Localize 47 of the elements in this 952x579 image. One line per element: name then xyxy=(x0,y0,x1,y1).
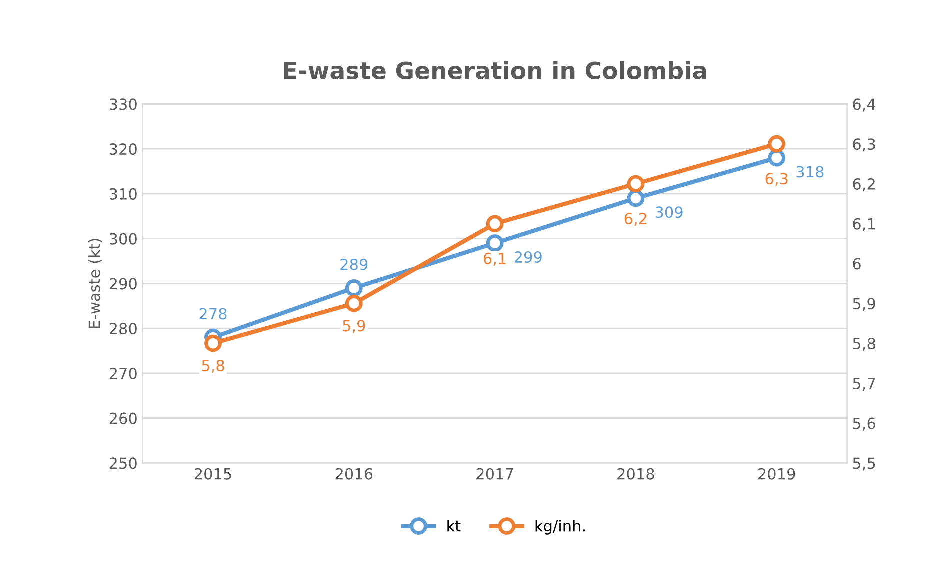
y2-tick-label: 5,7 xyxy=(853,378,876,392)
point xyxy=(627,175,645,193)
point xyxy=(486,215,504,233)
y2-tick-label: 6,3 xyxy=(853,138,876,152)
data-label: 299 xyxy=(514,251,542,264)
y2-tick-label: 5,9 xyxy=(853,298,876,312)
data-label: 5,9 xyxy=(343,320,366,334)
legend-label: kg/inh. xyxy=(536,520,585,535)
x-tick-label: 2015 xyxy=(194,468,232,480)
point xyxy=(768,135,786,153)
y-tick-label: 260 xyxy=(110,412,137,424)
x-tick-label: 2018 xyxy=(618,468,654,480)
data-label: 6,3 xyxy=(766,173,788,186)
y2-tick-label: 5,5 xyxy=(853,458,876,471)
data-label: 278 xyxy=(200,308,227,320)
point xyxy=(345,280,363,297)
y2-tick-label: 5,8 xyxy=(853,338,876,352)
y2-tick-label: 5,6 xyxy=(853,418,876,431)
data-label: 309 xyxy=(656,206,683,218)
y-tick-label: 320 xyxy=(110,144,137,156)
data-label: 6,2 xyxy=(624,212,647,226)
x-tick-label: 2016 xyxy=(336,468,373,480)
y-tick-label: 280 xyxy=(110,323,137,335)
y-tick-label: 300 xyxy=(110,233,137,245)
point xyxy=(768,149,786,167)
point xyxy=(627,190,645,208)
legend-label: kt xyxy=(448,520,461,532)
x-tick-label: 2017 xyxy=(476,468,514,480)
y-tick-label: 250 xyxy=(110,458,137,470)
y2-tick-label: 6 xyxy=(853,258,861,270)
y2-tick-label: 6,1 xyxy=(853,218,876,232)
data-label: 289 xyxy=(340,258,368,270)
data-label: 318 xyxy=(796,166,824,178)
y2-tick-label: 6,4 xyxy=(853,98,876,112)
x-tick-label: 2019 xyxy=(758,468,796,480)
chart-title: E-waste Generation in Colombia xyxy=(284,61,706,80)
y2-tick-label: 6,2 xyxy=(853,178,875,192)
y-tick-label: 290 xyxy=(110,278,137,290)
y-tick-label: 310 xyxy=(110,188,137,200)
y-tick-label: 270 xyxy=(110,368,137,380)
point xyxy=(486,234,504,252)
data-label: 6,1 xyxy=(484,252,506,266)
y-axis-title: E-waste (kt) xyxy=(88,239,102,328)
point xyxy=(345,294,363,312)
point xyxy=(204,334,222,352)
data-label: 5,8 xyxy=(202,360,224,374)
y-tick-label: 330 xyxy=(110,98,137,110)
